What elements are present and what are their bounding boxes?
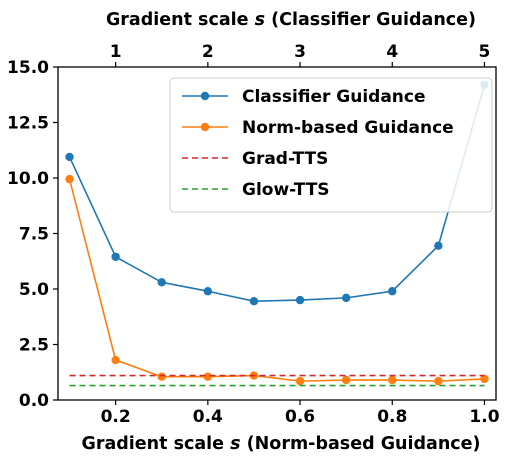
y-tick-label: 0.0 <box>19 391 49 411</box>
legend-label-grad-tts: Grad-TTS <box>242 149 328 169</box>
data-point-norm-based-guidance <box>434 376 443 386</box>
y-tick-label: 5.0 <box>19 280 49 300</box>
y-tick-label: 15.0 <box>7 58 49 78</box>
x2-tick-label: 5 <box>479 42 491 62</box>
top-axis-title-part: (Classifier Guidance) <box>265 10 476 30</box>
plot-area <box>65 80 489 387</box>
data-point-classifier-guidance <box>434 241 443 250</box>
x-axis-title-part: s <box>230 434 240 454</box>
legend-label-classifier-guidance: Classifier Guidance <box>242 87 426 107</box>
x-tick-label: 0.8 <box>377 407 407 427</box>
data-point-classifier-guidance <box>388 287 397 296</box>
data-point-classifier-guidance <box>65 152 74 162</box>
x-axis-title-part: Gradient scale <box>81 434 230 454</box>
top-axis-title-part: Gradient scale <box>106 10 255 30</box>
legend-box <box>169 77 493 213</box>
data-point-classifier-guidance <box>157 278 166 287</box>
legend-marker-classifier-guidance <box>200 91 210 101</box>
x2-tick-label: 4 <box>386 42 398 62</box>
data-point-classifier-guidance <box>111 252 120 262</box>
y-tick-label: 10.0 <box>7 169 49 189</box>
series-line-classifier-guidance <box>68 84 486 303</box>
data-point-norm-based-guidance <box>480 374 489 384</box>
x2-tick-label: 3 <box>294 42 306 62</box>
data-point-classifier-guidance <box>249 297 259 306</box>
data-point-norm-based-guidance <box>341 375 351 385</box>
legend-label-norm-based-guidance: Norm-based Guidance <box>242 118 454 138</box>
x2-tick-label: 1 <box>110 42 122 62</box>
data-point-classifier-guidance <box>295 295 305 305</box>
series-line-norm-based-guidance <box>68 178 485 382</box>
legend-marker-norm-based-guidance <box>200 122 210 132</box>
data-point-norm-based-guidance <box>111 355 120 365</box>
x-tick-label: 0.6 <box>285 407 315 427</box>
top-axis-title-part: s <box>255 10 265 30</box>
x2-tick-label: 2 <box>202 42 214 62</box>
y-tick-label: 7.5 <box>19 225 49 245</box>
x-axis-title: Gradient scale s (Norm-based Guidance) <box>81 434 480 454</box>
data-point-classifier-guidance <box>203 287 213 296</box>
legend: Classifier Guidance Norm-based Guidance Gr… <box>169 77 493 213</box>
axes: 0.2 0.4 0.6 0.8 1.0 1 2 3 4 5 0.0 2.5 5.0 7.5 10.0 12.5… <box>7 10 500 454</box>
series-norm-based-guidance <box>65 174 489 386</box>
data-point-norm-based-guidance <box>295 376 305 386</box>
y-tick-label: 12.5 <box>7 114 49 134</box>
data-point-norm-based-guidance <box>65 174 74 184</box>
data-point-norm-based-guidance <box>203 372 213 381</box>
top-axis-title: Gradient scale s (Classifier Guidance) <box>106 10 476 30</box>
y-tick-label: 2.5 <box>19 336 49 356</box>
legend-label-glow-tts: Glow-TTS <box>242 180 330 200</box>
x-tick-label: 0.4 <box>193 407 223 427</box>
data-point-norm-based-guidance <box>388 375 397 385</box>
x-axis-title-part: (Norm-based Guidance) <box>241 434 481 454</box>
data-point-classifier-guidance <box>341 293 351 303</box>
x-tick-label: 1.0 <box>469 407 499 427</box>
data-point-norm-based-guidance <box>157 372 166 381</box>
x-tick-label: 0.2 <box>101 407 131 427</box>
